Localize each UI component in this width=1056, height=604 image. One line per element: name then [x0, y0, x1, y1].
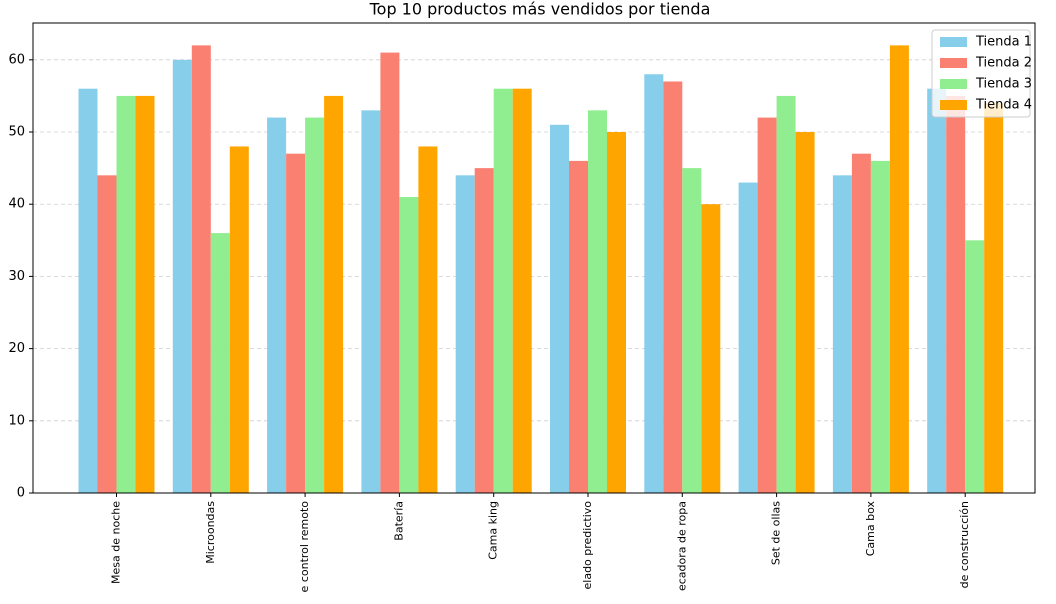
- legend-swatch: [940, 100, 967, 110]
- bar: [191, 45, 211, 493]
- bar: [663, 81, 683, 494]
- x-tick-label: Mesa de noche: [110, 501, 123, 584]
- bar: [399, 196, 419, 494]
- bar: [588, 110, 607, 493]
- bar: [682, 168, 702, 493]
- x-tick-label: Cama box: [864, 501, 877, 557]
- bar: [946, 95, 966, 494]
- bar: [757, 117, 777, 493]
- bar: [512, 88, 532, 494]
- bar: [738, 182, 758, 493]
- bar: [870, 160, 890, 493]
- bar: [569, 160, 588, 493]
- bar: [172, 59, 192, 493]
- y-tick-label: 20: [8, 341, 25, 356]
- legend-swatch: [940, 79, 967, 89]
- legend: Tienda 1 Tienda 2 Tienda 3 Tienda 4: [931, 29, 1032, 118]
- bar: [78, 88, 98, 494]
- x-tick-label: Microondas: [204, 501, 217, 564]
- chart-title: Top 10 productos más vendidos por tienda: [369, 0, 711, 19]
- x-tick-label: elado predictivo: [581, 501, 594, 590]
- bar: [889, 45, 909, 493]
- bar: [135, 95, 155, 494]
- x-tick-label: Set de ollas: [770, 501, 783, 565]
- x-tick-label: ecadora de ropa: [675, 501, 688, 591]
- y-tick-label: 10: [8, 413, 25, 428]
- bar: [474, 168, 494, 493]
- y-tick-label: 40: [8, 197, 25, 212]
- x-tick-label: e control remoto: [298, 501, 311, 593]
- bar: [832, 175, 852, 493]
- bar: [965, 240, 985, 493]
- bar: [97, 175, 117, 493]
- bar: [286, 153, 306, 493]
- bar: [361, 110, 381, 493]
- bar: [455, 175, 475, 493]
- bar: [550, 124, 569, 493]
- legend-label: Tienda 3: [975, 77, 1032, 92]
- bar: [418, 146, 438, 493]
- bar: [380, 52, 400, 493]
- legend-label: Tienda 2: [975, 56, 1032, 71]
- legend-swatch: [940, 58, 967, 68]
- legend-swatch: [940, 37, 967, 47]
- y-tick-label: 50: [8, 125, 25, 140]
- x-tick-label: Cama king: [487, 501, 500, 560]
- bar: [116, 95, 136, 494]
- bar: [210, 233, 230, 493]
- bar: [984, 103, 1004, 494]
- plot-frame: [32, 22, 1036, 494]
- legend-label: Tienda 1: [975, 35, 1032, 50]
- bar: [776, 95, 796, 494]
- bar: [701, 204, 721, 494]
- bar: [493, 88, 513, 494]
- x-tick-label: de construcción: [958, 501, 971, 588]
- bar: [229, 146, 249, 493]
- bar: [851, 153, 871, 493]
- bar: [324, 95, 344, 494]
- y-tick-label: 30: [8, 269, 25, 284]
- legend-label: Tienda 4: [975, 98, 1032, 113]
- bar: [927, 88, 947, 494]
- bar: [607, 132, 626, 493]
- bar: [267, 117, 287, 493]
- x-tick-label: Batería: [392, 501, 405, 541]
- y-tick-label: 0: [17, 486, 25, 501]
- bar: [644, 74, 664, 494]
- bar: [305, 117, 325, 493]
- y-tick-label: 60: [8, 52, 25, 67]
- bar: [795, 132, 815, 493]
- legend-box: [931, 29, 1031, 118]
